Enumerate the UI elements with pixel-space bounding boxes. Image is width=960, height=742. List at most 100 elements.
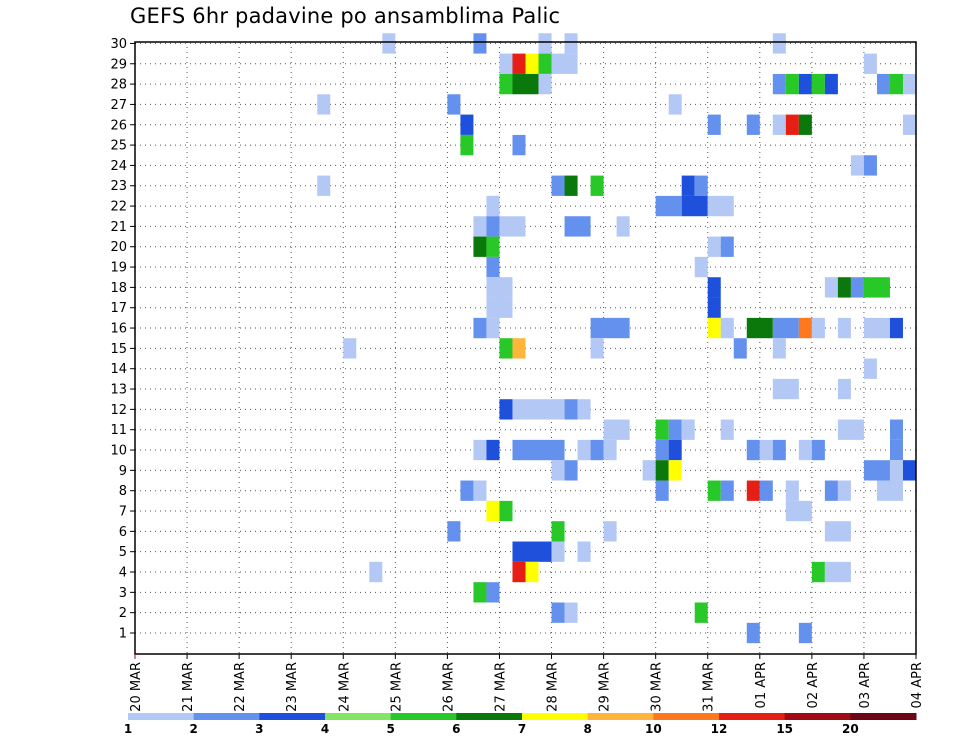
y-tick-label: 20 [110,240,127,255]
colorbar-label: 8 [583,722,591,736]
colorbar-label: 7 [518,722,526,736]
precip-cell [447,521,461,542]
precip-cell [473,317,487,339]
precip-cell [720,317,734,339]
precip-cell [707,297,721,318]
precip-cell [486,236,500,257]
x-tick-label: 27 MAR [493,662,508,712]
colorbar-swatch [784,713,851,720]
precip-cell [785,480,799,501]
x-tick-label: 03 APR [858,662,873,708]
precip-cell [486,195,500,217]
precip-cell [889,460,903,481]
precip-cell [551,53,578,74]
precip-cell [473,439,487,461]
precip-cell [798,73,812,95]
precip-cell [473,582,487,603]
colorbar-swatch [325,713,392,720]
precip-cell [499,73,513,95]
precip-cell [473,33,487,54]
precip-cell [811,317,825,339]
precip-cell [642,460,656,481]
precip-cell [538,73,552,95]
y-tick-label: 24 [110,159,127,174]
precip-cell [460,114,474,135]
precip-cell [850,155,864,176]
x-axis: 20 MAR 21 MAR 22 MAR 23 MAR 24 MAR 25 MAR 26 M… [129,654,925,712]
precip-cell [772,73,786,95]
precip-cell [564,216,591,237]
colorbar-swatch [719,713,786,720]
y-tick-label: 28 [110,78,127,93]
precip-cell [746,114,760,135]
precip-cell [785,114,799,135]
colorbar-swatch [128,713,195,720]
x-tick-label: 21 MAR [181,662,196,712]
precip-cell [551,602,565,623]
colorbar-label: 20 [842,722,859,736]
colorbar-label: 12 [711,722,728,736]
precip-cell [512,53,526,74]
precip-cell [746,439,760,461]
precip-cell [902,460,916,481]
precip-cell [811,73,825,95]
precip-cell [811,439,825,461]
precip-cell [499,216,526,237]
precip-cell [603,419,630,440]
x-tick-label: 30 MAR [650,662,665,712]
precip-cell [876,480,903,501]
y-tick-label: 30 [110,37,127,52]
precip-cell [512,73,539,95]
y-tick-label: 21 [110,220,127,235]
precip-cell [473,480,487,501]
precip-cell [902,73,916,95]
precip-cell [499,338,513,359]
precip-cell [798,622,812,644]
x-tick-label: 24 MAR [337,662,352,712]
precip-cell [772,317,799,339]
colorbar-label: 2 [189,722,197,736]
precip-cell [590,317,630,339]
precip-cell [707,114,721,135]
x-tick-label: 28 MAR [546,662,561,712]
precip-cell [486,500,500,522]
y-tick-label: 25 [110,139,127,154]
precip-cell [824,521,851,542]
x-tick-label: 22 MAR [233,662,248,712]
y-tick-label: 13 [110,383,127,398]
precip-cell [564,460,578,481]
precip-cell [317,94,331,115]
precip-cell [772,378,799,400]
precip-cell [512,439,565,461]
precip-cell [720,480,734,501]
y-tick-label: 1 [119,627,127,642]
precip-cell [564,399,578,420]
colorbar-label: 5 [386,722,394,736]
precip-cell [798,439,812,461]
precip-cell [603,521,617,542]
colorbar-swatch [850,713,917,720]
colorbar-label: 1 [124,722,132,736]
colorbar-label: 10 [645,722,662,736]
precip-cell [317,175,331,196]
y-tick-label: 9 [119,464,127,479]
precip-cell [668,419,682,440]
precip-cell [655,419,669,440]
y-tick-label: 22 [110,200,127,215]
y-tick-label: 10 [110,444,127,459]
precip-cell [538,33,552,54]
precip-cell [382,33,396,54]
precip-cell [473,216,487,237]
x-tick-label: 04 APR [910,662,925,708]
precip-cell [369,561,383,583]
precip-cell [902,114,916,135]
colorbar-swatch [390,713,457,720]
precip-cell [746,480,760,501]
y-tick-label: 11 [110,423,127,438]
precip-cell [551,541,565,562]
y-tick-label: 15 [110,342,127,357]
precip-cell [798,114,812,135]
precip-cell [694,175,708,196]
precip-cell [694,256,708,278]
